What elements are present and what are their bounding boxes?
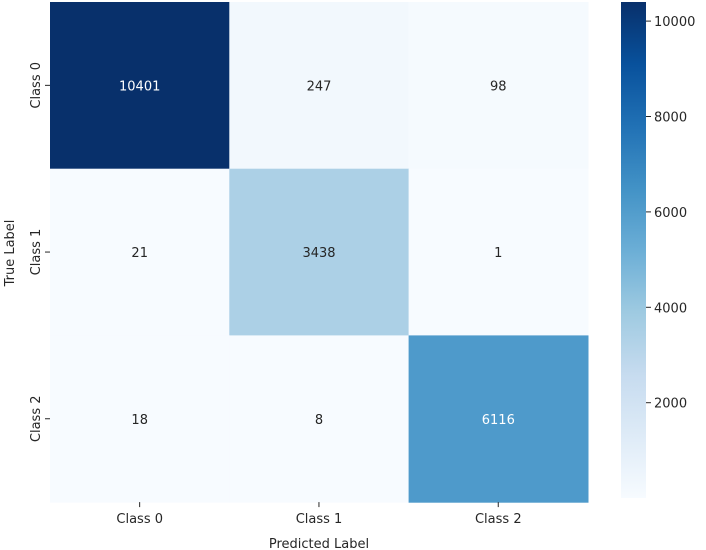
cell-value-r2-c2: 6116 bbox=[482, 413, 515, 428]
colorbar-ticks: 2000 4000 6000 8000 10000 bbox=[646, 15, 695, 412]
heatmap-cell-r0-c2 bbox=[408, 2, 589, 170]
colorbar-gradient bbox=[621, 2, 646, 498]
y-tick-label-1: Class 1 bbox=[29, 229, 44, 276]
y-axis-title: True Label bbox=[3, 220, 18, 288]
cell-value-r2-c1: 8 bbox=[315, 413, 323, 428]
heatmap-cell-r2-c0 bbox=[50, 335, 230, 503]
heatmap-cell-r1-c0 bbox=[50, 168, 230, 336]
cell-value-r2-c0: 18 bbox=[131, 413, 148, 428]
heatmap-cell-r1-c1 bbox=[229, 168, 410, 336]
heatmap-cell-r0-c0 bbox=[50, 2, 230, 170]
heatmap-cell-r0-c1 bbox=[229, 2, 410, 170]
heatmap-cell-labels: 10401 247 98 21 3438 1 18 8 6116 bbox=[119, 79, 515, 428]
heatmap-cells bbox=[50, 2, 589, 503]
colorbar-tick-label-4: 10000 bbox=[654, 15, 695, 30]
colorbar-tick-label-2: 6000 bbox=[654, 206, 687, 221]
y-tick-label-0: Class 0 bbox=[29, 62, 44, 109]
heatmap-cell-r1-c2 bbox=[408, 168, 589, 336]
cell-value-r1-c2: 1 bbox=[494, 246, 502, 261]
x-axis-ticks: Class 0 Class 1 Class 2 bbox=[116, 502, 522, 527]
y-tick-label-2: Class 2 bbox=[29, 395, 44, 442]
colorbar-tick-label-3: 8000 bbox=[654, 111, 687, 126]
colorbar-tick-label-1: 4000 bbox=[654, 301, 687, 316]
colorbar: 2000 4000 6000 8000 10000 bbox=[621, 2, 695, 498]
x-tick-label-2: Class 2 bbox=[475, 512, 522, 527]
colorbar-tick-label-0: 2000 bbox=[654, 397, 687, 412]
x-tick-label-1: Class 1 bbox=[296, 512, 343, 527]
cell-value-r0-c2: 98 bbox=[490, 79, 507, 94]
heatmap-cell-r2-c1 bbox=[229, 335, 410, 503]
cell-value-r1-c1: 3438 bbox=[302, 246, 335, 261]
y-axis-ticks: Class 0 Class 1 Class 2 bbox=[29, 62, 50, 442]
x-tick-label-0: Class 0 bbox=[116, 512, 163, 527]
x-axis-title: Predicted Label bbox=[269, 537, 369, 550]
cell-value-r0-c0: 10401 bbox=[119, 79, 160, 94]
cell-value-r1-c0: 21 bbox=[131, 246, 148, 261]
cell-value-r0-c1: 247 bbox=[307, 79, 332, 94]
heatmap-cell-r2-c2 bbox=[408, 335, 589, 503]
